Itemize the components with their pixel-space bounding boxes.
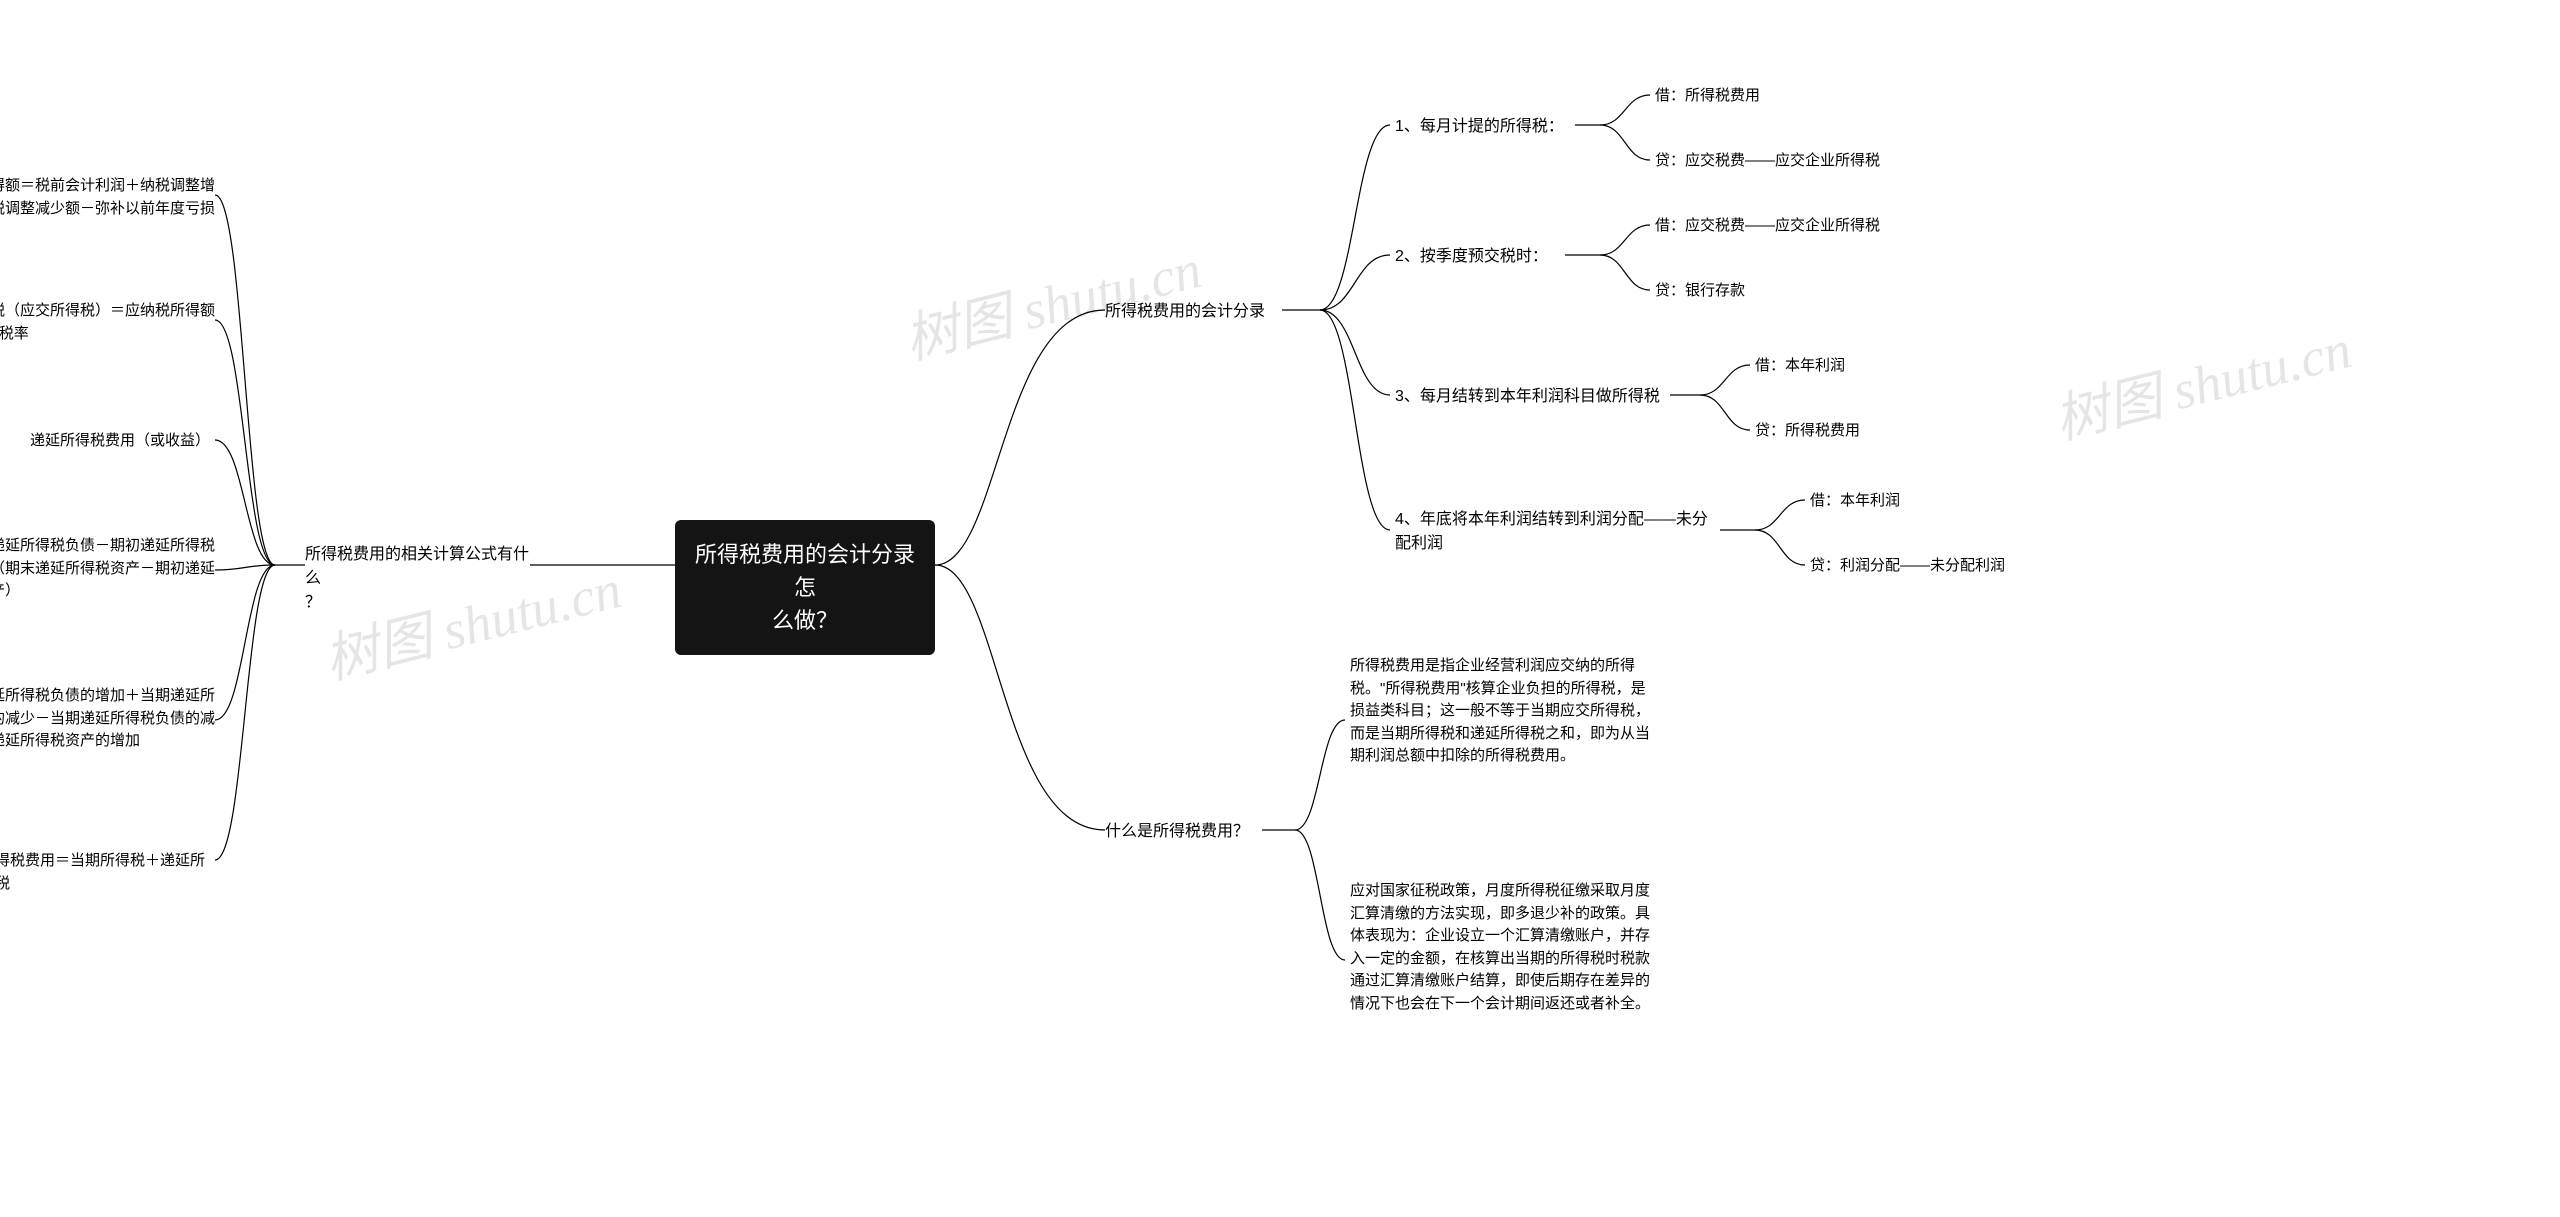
- left-item-5: ＝当期递延所得税负债的增加＋当期递延所得税资产的减少－当期递延所得税负债的减少－…: [0, 685, 215, 753]
- r1-item2-debit: 借：应交税费——应交企业所得税: [1655, 215, 1880, 238]
- r1-item4-line1: 4、年底将本年利润结转到利润分配——未分: [1395, 511, 1708, 528]
- watermark: 树图 shutu.cn: [2045, 305, 2358, 455]
- r2-para2: 应对国家征税政策，月度所得税征缴采取月度汇算清缴的方法实现，即多退少补的政策。具…: [1350, 880, 1650, 1015]
- r1-item-monthly-transfer: 3、每月结转到本年利润科目做所得税: [1395, 385, 1660, 409]
- left-item-4: ＝（期末递延所得税负债－期初递延所得税负债）－（期末递延所得税资产－期初递延所得…: [0, 535, 215, 603]
- r1-item3-debit: 借：本年利润: [1755, 355, 1845, 378]
- left-branch-formulas: 所得税费用的相关计算公式有什么 ？: [305, 543, 530, 615]
- root-text-line2: 么做？: [772, 608, 838, 633]
- r1-item-yearend-transfer: 4、年底将本年利润结转到利润分配——未分 配利润: [1395, 508, 1708, 556]
- right-branch-accounting-entries: 所得税费用的会计分录: [1105, 300, 1265, 324]
- right-branch-what-is-tax-expense: 什么是所得税费用？: [1105, 820, 1249, 844]
- r1-item4-credit: 贷：利润分配——未分配利润: [1810, 555, 2005, 578]
- r1-item4-debit: 借：本年利润: [1810, 490, 1900, 513]
- left-item-6: 所得税费用＝当期所得税＋递延所得税: [0, 850, 215, 895]
- r1-item1-debit: 借：所得税费用: [1655, 85, 1760, 108]
- root-node: 所得税费用的会计分录怎 么做？: [675, 520, 935, 655]
- left-item-2: 当期所得税（应交所得税）＝应纳税所得额×当期适用税率: [0, 300, 215, 345]
- r1-item2-credit: 贷：银行存款: [1655, 280, 1745, 303]
- left-label-line1: 所得税费用的相关计算公式有什么: [305, 546, 529, 587]
- left-label-line2: ？: [305, 594, 321, 611]
- left-item-3: 递延所得税费用（或收益）: [30, 430, 215, 453]
- r1-item-quarterly-prepay: 2、按季度预交税时：: [1395, 245, 1548, 269]
- r2-para1: 所得税费用是指企业经营利润应交纳的所得税。"所得税费用"核算企业负担的所得税，是…: [1350, 655, 1650, 768]
- r1-item-monthly-accrual: 1、每月计提的所得税：: [1395, 115, 1564, 139]
- r1-item1-credit: 贷：应交税费——应交企业所得税: [1655, 150, 1880, 173]
- root-text-line1: 所得税费用的会计分录怎: [695, 542, 915, 600]
- left-item-1: 应纳税所得额＝税前会计利润＋纳税调整增加额－纳税调整减少额－弥补以前年度亏损: [0, 175, 215, 220]
- r1-item3-credit: 贷：所得税费用: [1755, 420, 1860, 443]
- r1-item4-line2: 配利润: [1395, 535, 1443, 552]
